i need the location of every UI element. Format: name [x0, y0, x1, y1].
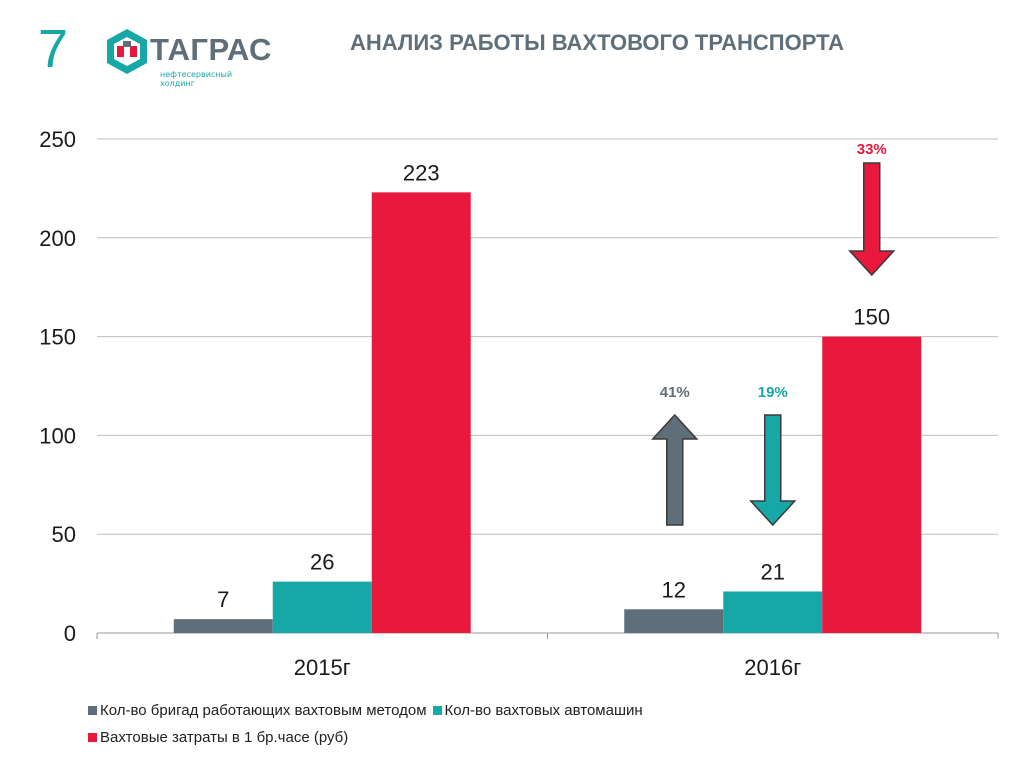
- logo-subtitle-line: нефтесервисный: [160, 70, 233, 79]
- legend-swatch: [432, 706, 442, 715]
- bar: [272, 581, 372, 633]
- data-label: 7: [217, 587, 229, 612]
- bar: [173, 619, 273, 633]
- y-tick-label: 50: [52, 522, 76, 547]
- data-label: 12: [662, 577, 686, 602]
- data-label: 21: [761, 560, 785, 585]
- bar: [723, 591, 823, 633]
- legend-label: Вахтовые затраты в 1 бр.часе (руб): [100, 729, 349, 746]
- bar: [371, 192, 471, 634]
- change-percent-label: 41%: [660, 384, 690, 401]
- legend-label: Кол-во бригад работающих вахтовым методо…: [100, 702, 427, 719]
- y-tick-label: 250: [39, 127, 76, 152]
- legend-item-vehicles: Кол-во вахтовых автомашин: [432, 702, 643, 719]
- legend-label: Кол-во вахтовых автомашин: [444, 702, 643, 719]
- x-category-label: 2015г: [294, 655, 351, 680]
- logo-name: ТАГРАС: [150, 32, 272, 67]
- legend-row: Вахтовые затраты в 1 бр.часе (руб): [88, 724, 649, 751]
- chart-legend: Кол-во бригад работающих вахтовым методо…: [88, 697, 649, 751]
- change-percent-label: 19%: [758, 384, 788, 401]
- logo-subtitle: нефтесервисный холдинг: [160, 70, 233, 88]
- page-title: АНАЛИЗ РАБОТЫ ВАХТОВОГО ТРАНСПОРТА: [350, 30, 845, 55]
- legend-item-costs: Вахтовые затраты в 1 бр.часе (руб): [88, 729, 348, 746]
- logo-mark-icon: [107, 29, 147, 74]
- y-tick-label: 100: [39, 423, 76, 448]
- data-label: 150: [853, 305, 890, 330]
- x-category-label: 2016г: [744, 655, 801, 680]
- slide-number: 7: [38, 19, 69, 79]
- legend-item-brigades: Кол-во бригад работающих вахтовым методо…: [88, 702, 427, 719]
- y-tick-label: 200: [39, 226, 76, 251]
- y-tick-label: 150: [39, 325, 76, 350]
- change-percent-label: 33%: [857, 141, 887, 158]
- y-tick-label: 0: [64, 621, 76, 646]
- arrow-up-icon: [651, 413, 699, 526]
- arrow-down-icon: [848, 162, 896, 277]
- legend-swatch: [88, 706, 97, 715]
- logo-subtitle-line: холдинг: [160, 79, 195, 88]
- data-label: 223: [403, 160, 440, 185]
- arrow-down-icon: [749, 414, 797, 527]
- bar: [624, 609, 724, 633]
- legend-row: Кол-во бригад работающих вахтовым методо…: [88, 697, 649, 724]
- legend-swatch: [88, 733, 97, 742]
- data-label: 26: [310, 550, 334, 575]
- bar: [822, 336, 922, 633]
- company-logo: [107, 29, 147, 74]
